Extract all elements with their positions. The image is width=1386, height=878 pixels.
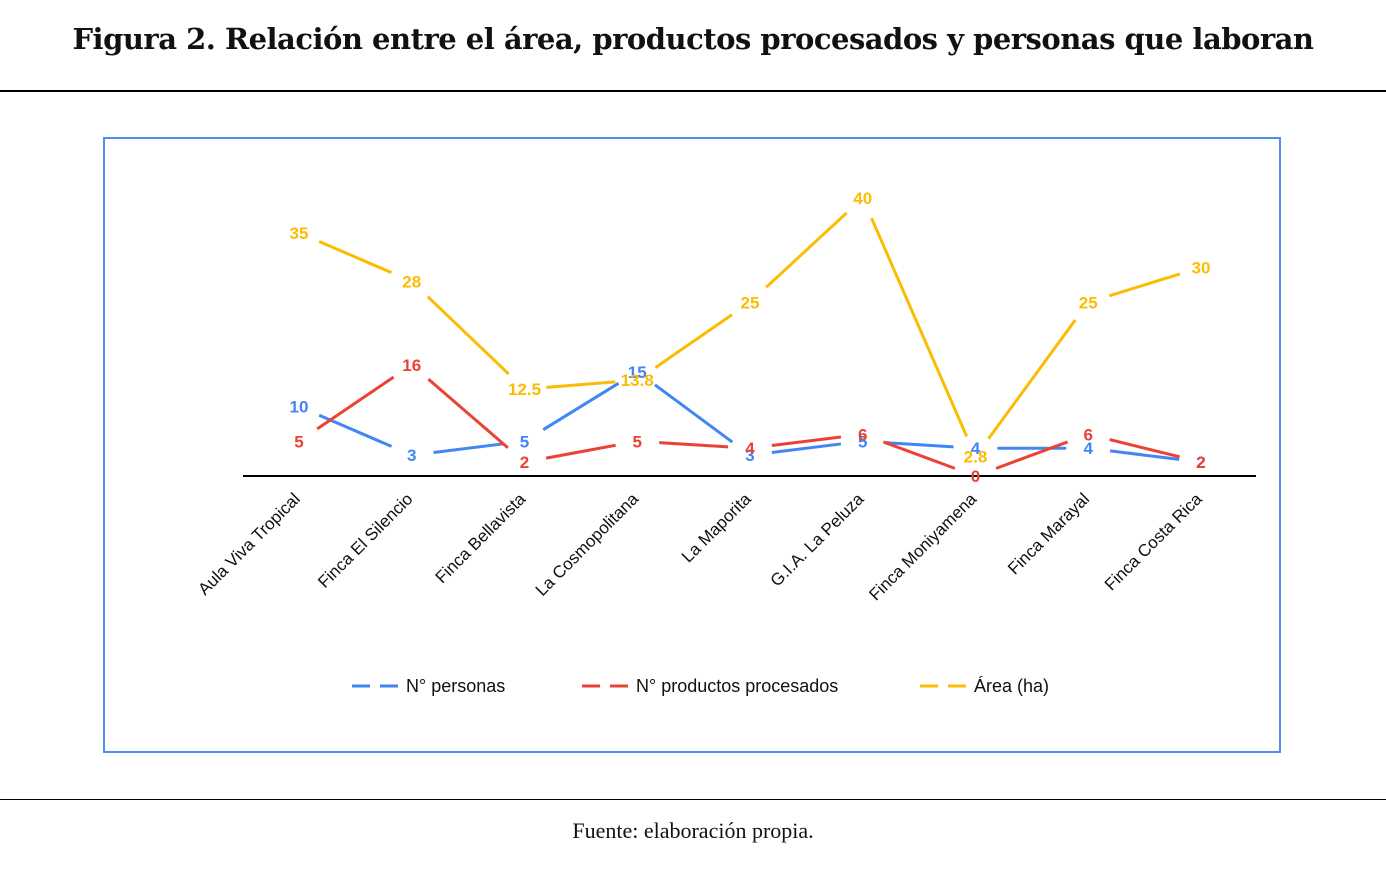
data-label: 2	[1196, 453, 1205, 472]
top-rule	[0, 90, 1386, 92]
data-label: 4	[745, 439, 755, 458]
series-line-segment	[654, 313, 733, 369]
series-line-segment	[771, 435, 842, 447]
series-line-segment	[884, 441, 954, 449]
data-label: 12.5	[508, 380, 541, 399]
series-1	[316, 375, 1180, 470]
x-tick-labels: Aula Viva Tropical Finca El Silencio Finca…	[194, 489, 1206, 604]
data-label: 4	[1084, 439, 1094, 458]
series-layer	[316, 211, 1181, 470]
x-tick-label: La Maporita	[678, 489, 755, 566]
data-label: 13.8	[621, 371, 654, 390]
data-label: 10	[290, 398, 309, 417]
legend: N° personas N° productos procesados Área (…	[352, 676, 1049, 696]
series-line-segment	[1109, 438, 1180, 459]
data-label: 2	[1196, 453, 1205, 472]
bottom-rule	[0, 799, 1386, 800]
x-tick-label: Aula Viva Tropical	[194, 489, 303, 598]
chart-frame	[103, 137, 1281, 753]
data-label: 6	[858, 425, 867, 444]
data-label: 6	[1084, 425, 1093, 444]
series-line-segment	[433, 442, 503, 454]
series-line-segment	[654, 383, 734, 444]
series-line-segment	[882, 440, 956, 470]
series-line-segment	[870, 217, 969, 437]
figure-title: Figura 2. Relación entre el área, produc…	[72, 22, 1314, 56]
x-tick-label: G.I.A. La Peluza	[767, 489, 868, 590]
data-label: 0	[971, 467, 980, 486]
x-tick-label: Finca Moniyamena	[865, 489, 980, 604]
series-line-segment	[1109, 449, 1180, 461]
x-tick-label: Finca Marayal	[1004, 489, 1093, 578]
data-label: 5	[633, 432, 642, 451]
data-label: 15	[628, 363, 647, 382]
data-label: 4	[971, 439, 981, 458]
legend-label: Área (ha)	[974, 676, 1049, 696]
series-line-segment	[659, 441, 729, 449]
x-tick-label: Finca El Silencio	[314, 489, 416, 591]
data-label: 30	[1192, 259, 1211, 278]
data-label: 35	[290, 224, 309, 243]
series-line-segment	[316, 375, 395, 431]
x-tick-label: Finca Bellavista	[432, 489, 530, 587]
series-line-segment	[987, 319, 1077, 440]
series-line-segment	[427, 378, 509, 449]
data-label: 5	[520, 432, 529, 451]
legend-label: N° productos procesados	[636, 676, 838, 696]
data-label: 5	[294, 432, 303, 451]
legend-item: N° productos procesados	[582, 676, 838, 696]
series-line-segment	[426, 295, 510, 376]
data-label: 16	[402, 356, 421, 375]
series-line-segment	[318, 240, 393, 275]
series-line-segment	[995, 440, 1069, 470]
data-label: 25	[741, 293, 760, 312]
series-line-segment	[771, 442, 842, 454]
figure-source: Fuente: elaboración propia.	[572, 818, 814, 843]
series-2	[318, 211, 1181, 440]
data-label: 5	[858, 432, 867, 451]
series-line-segment	[546, 380, 616, 389]
series-line-segment	[1108, 272, 1181, 298]
data-label: 25	[1079, 293, 1098, 312]
legend-item: Área (ha)	[920, 676, 1049, 696]
x-tick-label: Finca Costa Rica	[1101, 489, 1206, 594]
data-label: 3	[407, 446, 416, 465]
legend-label: N° personas	[406, 676, 505, 696]
data-label: 40	[853, 189, 872, 208]
series-line-segment	[765, 211, 848, 289]
legend-item: N° personas	[352, 676, 505, 696]
x-tick-label: La Cosmopolitana	[532, 489, 643, 600]
series-line-segment	[545, 443, 616, 460]
series-line-segment	[542, 382, 620, 431]
data-label: 2.8	[964, 448, 988, 467]
data-label: 28	[402, 272, 421, 291]
data-label: 3	[745, 446, 754, 465]
data-label: 2	[520, 453, 529, 472]
